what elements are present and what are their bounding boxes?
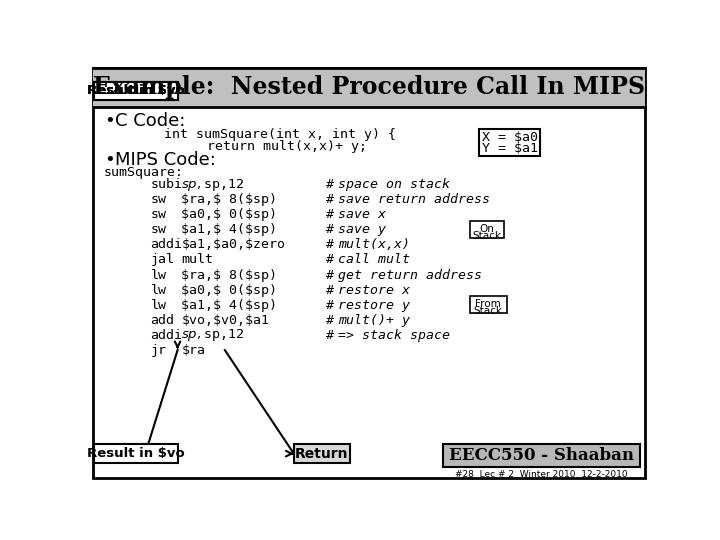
Bar [479,129,539,157]
Text: #: # [326,268,334,281]
Text: Stack: Stack [472,231,501,241]
Text: C Code:: C Code: [114,112,185,130]
Text: return mult(x,x)+ y;: return mult(x,x)+ y; [175,140,367,153]
Text: $a1,$ 4($sp): $a1,$ 4($sp) [181,299,277,312]
Bar [443,444,640,467]
Text: $sp,$sp,12: $sp,$sp,12 [181,327,244,343]
Text: lw: lw [150,268,166,281]
Text: $a1,$a0,$zero: $a1,$a0,$zero [181,239,285,252]
Text: #: # [326,224,334,237]
Text: mult()+ y: mult()+ y [338,314,410,327]
Text: jr: jr [150,343,166,356]
Text: save y: save y [338,224,386,237]
Text: $a0,$ 0($sp): $a0,$ 0($sp) [181,284,277,296]
Text: •: • [104,112,114,130]
Text: •: • [104,151,114,169]
Text: #: # [326,314,334,327]
Text: #: # [326,193,334,206]
Text: #: # [326,284,334,296]
Bar [469,296,507,313]
Text: subi: subi [150,178,182,191]
Text: #: # [326,253,334,267]
Text: restore x: restore x [338,284,410,296]
Text: $ra,$ 8($sp): $ra,$ 8($sp) [181,193,277,206]
Text: $sp,$sp,12: $sp,$sp,12 [181,177,244,193]
Bar [94,82,178,100]
Bar [469,221,504,238]
Text: Y = $a1: Y = $a1 [482,142,538,155]
Text: Return: Return [295,447,348,461]
Bar [94,82,178,100]
Text: lw: lw [150,284,166,296]
Text: sw: sw [150,193,166,206]
Text: call mult: call mult [338,253,410,267]
Text: $vo,$v0,$a1: $vo,$v0,$a1 [181,314,269,327]
Text: => stack space: => stack space [338,328,450,342]
Text: get return address: get return address [338,268,482,281]
Text: EECC550 - Shaaban: EECC550 - Shaaban [449,447,634,464]
Text: Example:  Nested Procedure Call In MIPS: Example: Nested Procedure Call In MIPS [93,75,645,99]
Text: jal: jal [150,253,174,267]
Text: mult: mult [181,253,213,267]
Bar [294,444,350,463]
Text: MIPS Code:: MIPS Code: [114,151,216,169]
Text: #: # [326,299,334,312]
Text: On: On [480,224,494,234]
Text: addi: addi [150,239,182,252]
Text: #: # [326,328,334,342]
Text: Result in $vo: Result in $vo [87,84,184,98]
Text: Result in $vo: Result in $vo [87,447,184,460]
Bar [93,68,645,107]
Text: $ra: $ra [181,343,205,356]
Text: Stack: Stack [474,306,503,316]
Text: save x: save x [338,208,386,221]
Text: X = $a0: X = $a0 [482,131,538,144]
Text: save return address: save return address [338,193,490,206]
Text: #: # [326,178,334,191]
Text: addi: addi [150,328,182,342]
Bar [94,444,178,463]
Text: add: add [150,314,174,327]
Text: lw: lw [150,299,166,312]
Text: space on stack: space on stack [338,178,450,191]
Text: restore y: restore y [338,299,410,312]
Text: sw: sw [150,224,166,237]
Text: #: # [326,239,334,252]
Text: #28  Lec # 2  Winter 2010  12-2-2010: #28 Lec # 2 Winter 2010 12-2-2010 [455,470,627,479]
Text: #: # [326,208,334,221]
Text: int sumSquare(int x, int y) {: int sumSquare(int x, int y) { [163,129,395,141]
Text: Result in $vo: Result in $vo [87,84,184,98]
Text: $a0,$ 0($sp): $a0,$ 0($sp) [181,208,277,221]
Text: sumSquare:: sumSquare: [104,166,184,179]
Text: From: From [475,299,501,309]
Text: sw: sw [150,208,166,221]
Text: $a1,$ 4($sp): $a1,$ 4($sp) [181,224,277,237]
Text: mult(x,x): mult(x,x) [338,239,410,252]
Text: $ra,$ 8($sp): $ra,$ 8($sp) [181,268,277,281]
